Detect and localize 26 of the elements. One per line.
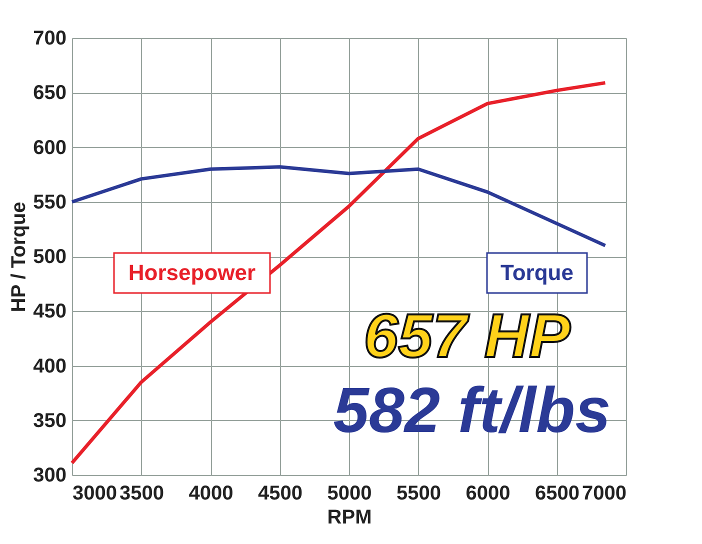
series-label: Horsepower [128,260,256,285]
x-tick-label: 4500 [258,482,302,504]
x-tick-label: 6500 [535,482,580,504]
x-tick-label: 5000 [327,482,372,504]
line-series [70,165,607,248]
annotation: 657 HP [364,302,572,371]
x-tick-label: 3500 [120,482,164,504]
series-label: Torque [500,260,574,285]
y-tick-label: 650 [33,82,66,104]
y-tick-label: 550 [33,191,66,214]
y-tick-label: 500 [33,246,66,268]
y-tick-label: 700 [33,28,66,50]
annotation: 582 ft/lbs [333,374,611,446]
y-tick-label: 300 [33,464,66,486]
x-tick-label: 4000 [188,482,234,504]
y-tick-label: 400 [33,355,66,378]
x-tick-label: 6000 [466,482,510,504]
x-tick-label: 5500 [396,482,441,504]
y-tick-label: 350 [33,410,66,432]
y-tick-label: 450 [33,300,66,323]
x-tick-label: 3000 [72,482,117,504]
x-tick-label: 7000 [582,482,626,504]
y-tick-label: 600 [33,136,66,159]
line-series [70,81,607,465]
x-axis-title: RPM [327,506,372,528]
y-axis-title: HP / Torque [8,202,30,312]
